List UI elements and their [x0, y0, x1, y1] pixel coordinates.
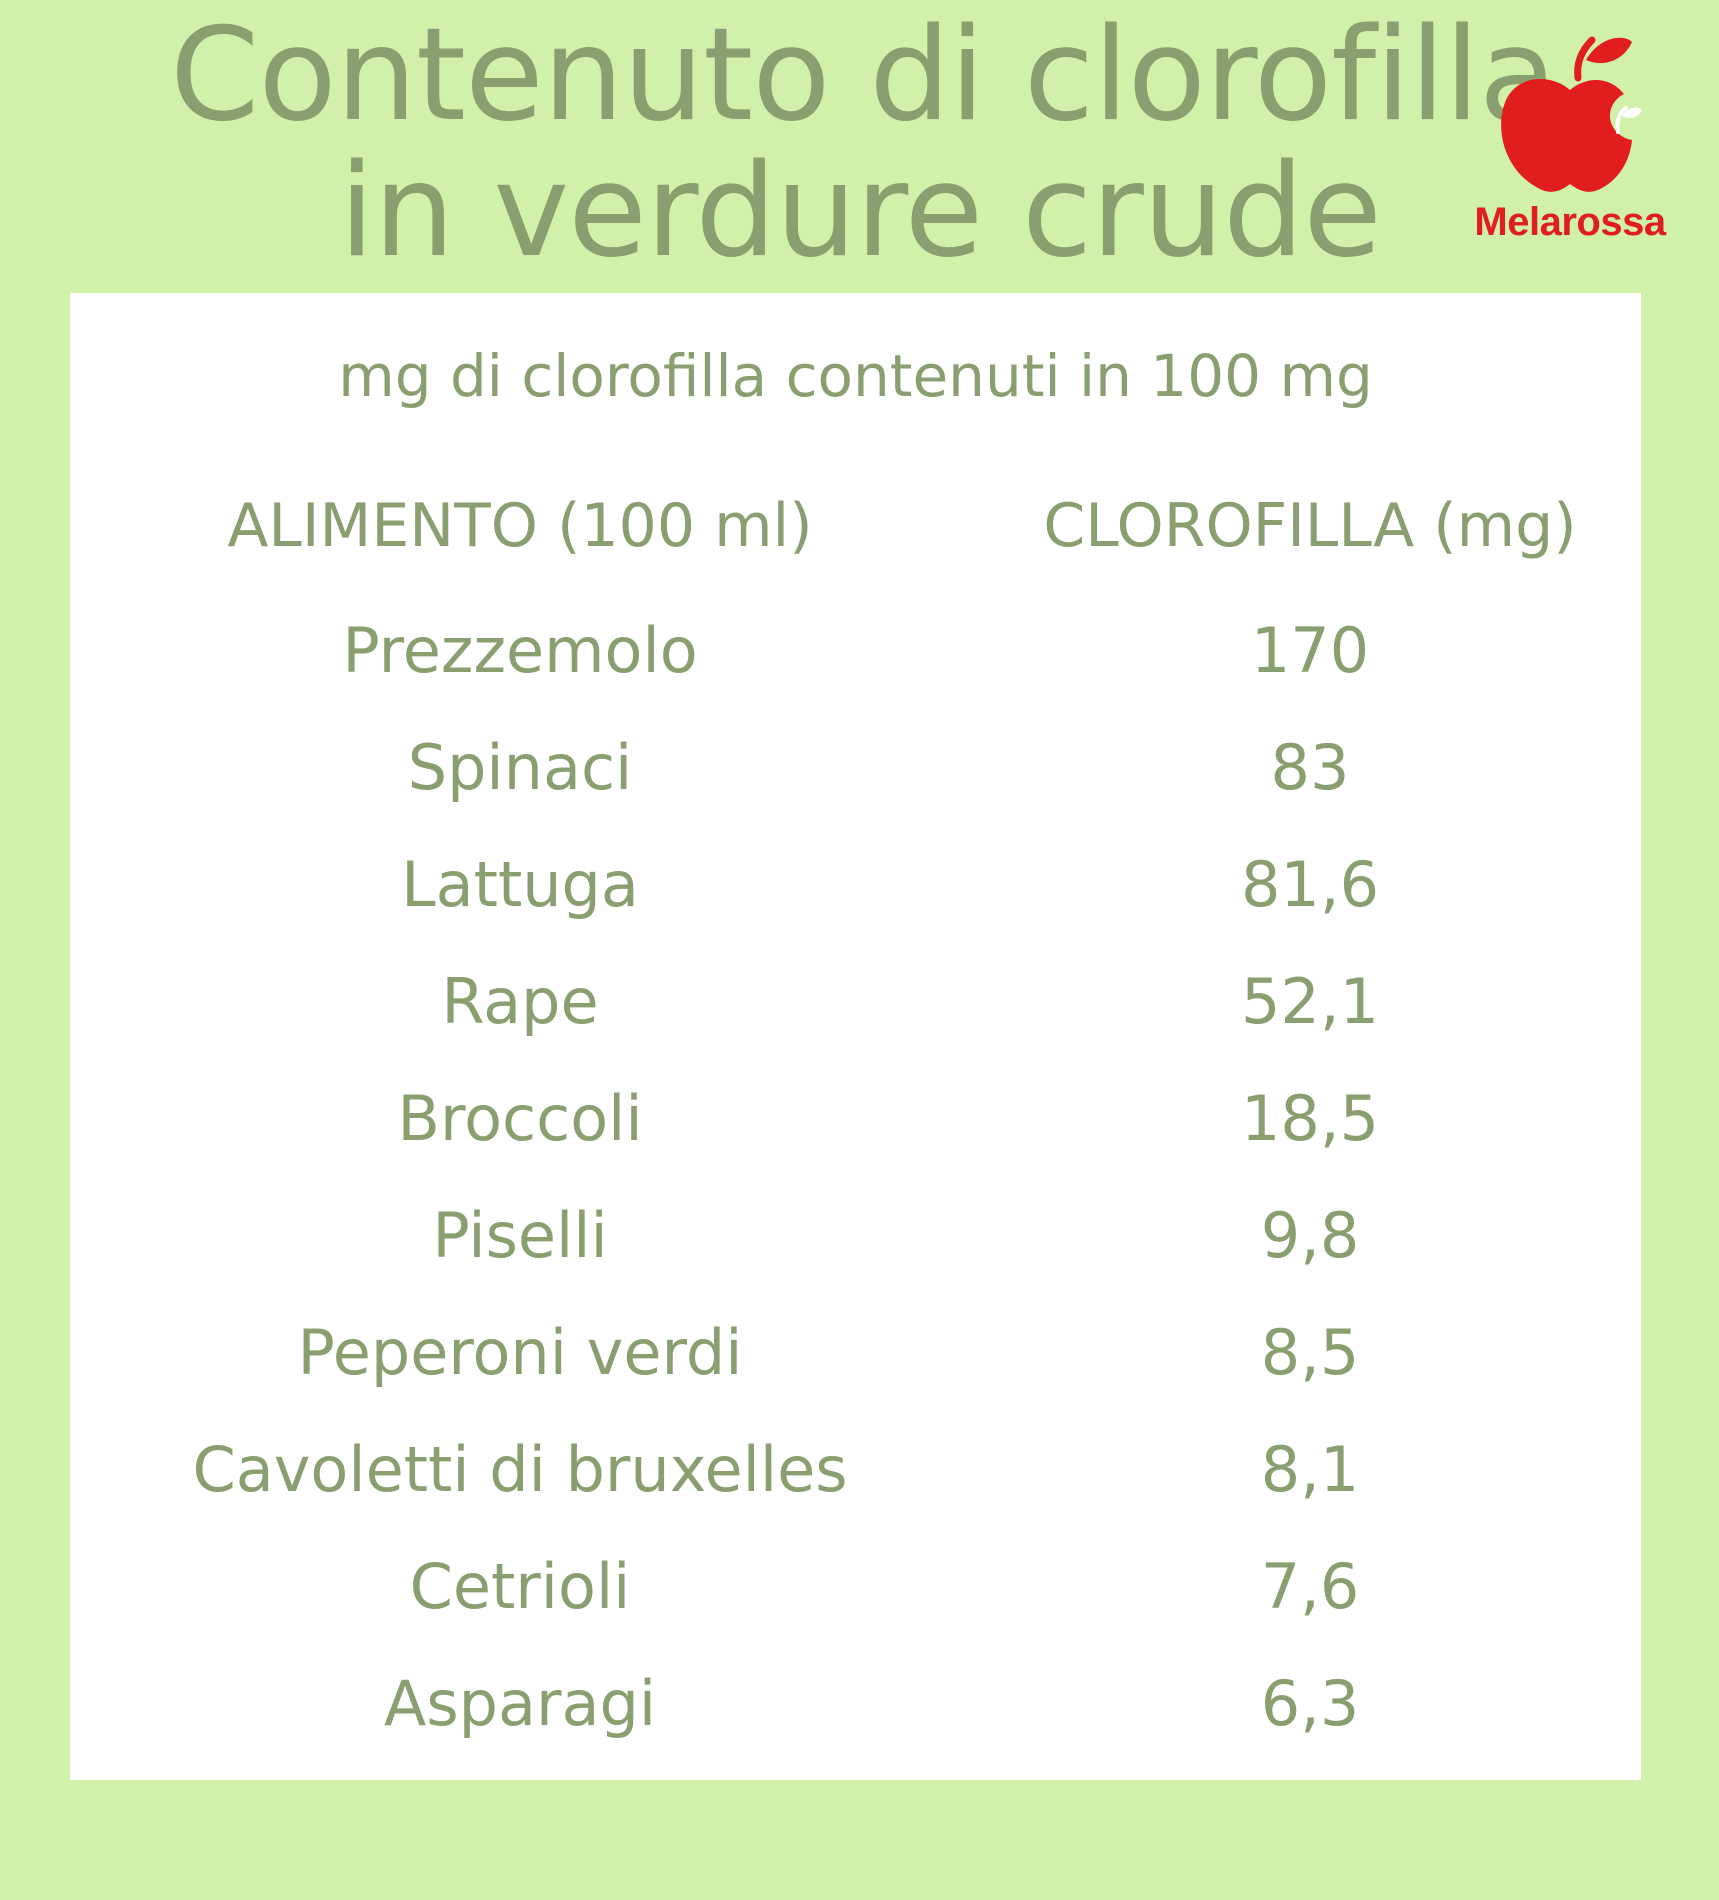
chlorophyll-value: 7,6: [1260, 1550, 1360, 1623]
chlorophyll-value: 8,5: [1260, 1316, 1360, 1389]
apple-icon: [1501, 36, 1642, 192]
food-name: Asparagi: [383, 1667, 657, 1740]
page-title-line-1: Contenuto di clorofilla: [170, 1, 1557, 150]
table-row: Rape 52,1: [70, 952, 1641, 1069]
food-name: Prezzemolo: [342, 614, 698, 687]
table-row: Spinaci 83: [70, 718, 1641, 835]
food-name: Broccoli: [397, 1082, 643, 1155]
chlorophyll-value: 52,1: [1240, 965, 1380, 1038]
table-body: Prezzemolo 170 Spinaci 83 Lattuga 81,6 R…: [70, 601, 1641, 1771]
chlorophyll-value: 170: [1250, 614, 1370, 687]
table-row: Lattuga 81,6: [70, 835, 1641, 952]
table-row: Prezzemolo 170: [70, 601, 1641, 718]
food-name: Rape: [441, 965, 599, 1038]
chlorophyll-value: 81,6: [1240, 848, 1380, 921]
food-name: Spinaci: [407, 731, 633, 804]
table-row: Broccoli 18,5: [70, 1069, 1641, 1186]
table-subtitle: mg di clorofilla contenuti in 100 mg: [338, 342, 1373, 410]
chlorophyll-value: 83: [1270, 731, 1350, 804]
food-name: Piselli: [432, 1199, 608, 1272]
food-name: Cetrioli: [409, 1550, 631, 1623]
chlorophyll-table-panel: mg di clorofilla contenuti in 100 mg ALI…: [70, 293, 1641, 1780]
logo-text: Melarossa: [1474, 200, 1666, 244]
table-row: Asparagi 6,3: [70, 1654, 1641, 1771]
table-row: Piselli 9,8: [70, 1186, 1641, 1303]
chlorophyll-value: 8,1: [1260, 1433, 1360, 1506]
food-name: Lattuga: [401, 848, 639, 921]
chlorophyll-value: 18,5: [1240, 1082, 1380, 1155]
table-row: Peperoni verdi 8,5: [70, 1303, 1641, 1420]
page-title-line-2: in verdure crude: [339, 137, 1382, 286]
table-row: Cetrioli 7,6: [70, 1537, 1641, 1654]
table-row: Cavoletti di bruxelles 8,1: [70, 1420, 1641, 1537]
chlorophyll-value: 6,3: [1260, 1667, 1360, 1740]
column-header-chlorophyll: CLOROFILLA (mg): [1043, 491, 1577, 561]
melarossa-logo: Melarossa: [1460, 20, 1680, 260]
food-name: Cavoletti di bruxelles: [192, 1433, 848, 1506]
food-name: Peperoni verdi: [297, 1316, 743, 1389]
column-header-food: ALIMENTO (100 ml): [227, 491, 813, 561]
page-title: Contenuto di clorofilla in verdure crude: [170, 1, 1557, 286]
chlorophyll-value: 9,8: [1260, 1199, 1360, 1272]
